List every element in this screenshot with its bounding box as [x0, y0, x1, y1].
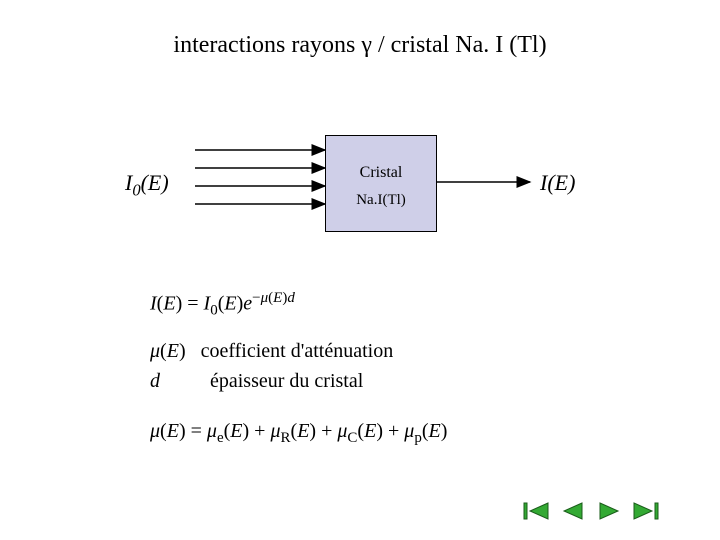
input-intensity-label: I0(E) [125, 170, 169, 200]
nav-first-icon[interactable] [522, 500, 552, 522]
crystal-box: Cristal Na.I(Tl) [325, 135, 437, 232]
equation-mu-def: μ(E) coefficient d'atténuation [150, 340, 393, 363]
output-intensity-label: I(E) [540, 170, 575, 196]
nav-prev-icon[interactable] [558, 500, 588, 522]
equation-intensity: I(E) = I0(E)e−μ(E)d [150, 290, 295, 320]
slide: interactions rayons γ / cristal Na. I (T… [0, 0, 720, 540]
crystal-label-1: Cristal [326, 164, 436, 182]
nav-last-icon[interactable] [630, 500, 660, 522]
nav-next-icon[interactable] [594, 500, 624, 522]
nav-controls [522, 500, 660, 522]
crystal-label-2: Na.I(Tl) [326, 192, 436, 209]
equation-mu-sum: μ(E) = μe(E) + μR(E) + μC(E) + μp(E) [150, 420, 447, 447]
equation-d-def: d épaisseur du cristal [150, 370, 363, 393]
slide-title: interactions rayons γ / cristal Na. I (T… [0, 32, 720, 59]
